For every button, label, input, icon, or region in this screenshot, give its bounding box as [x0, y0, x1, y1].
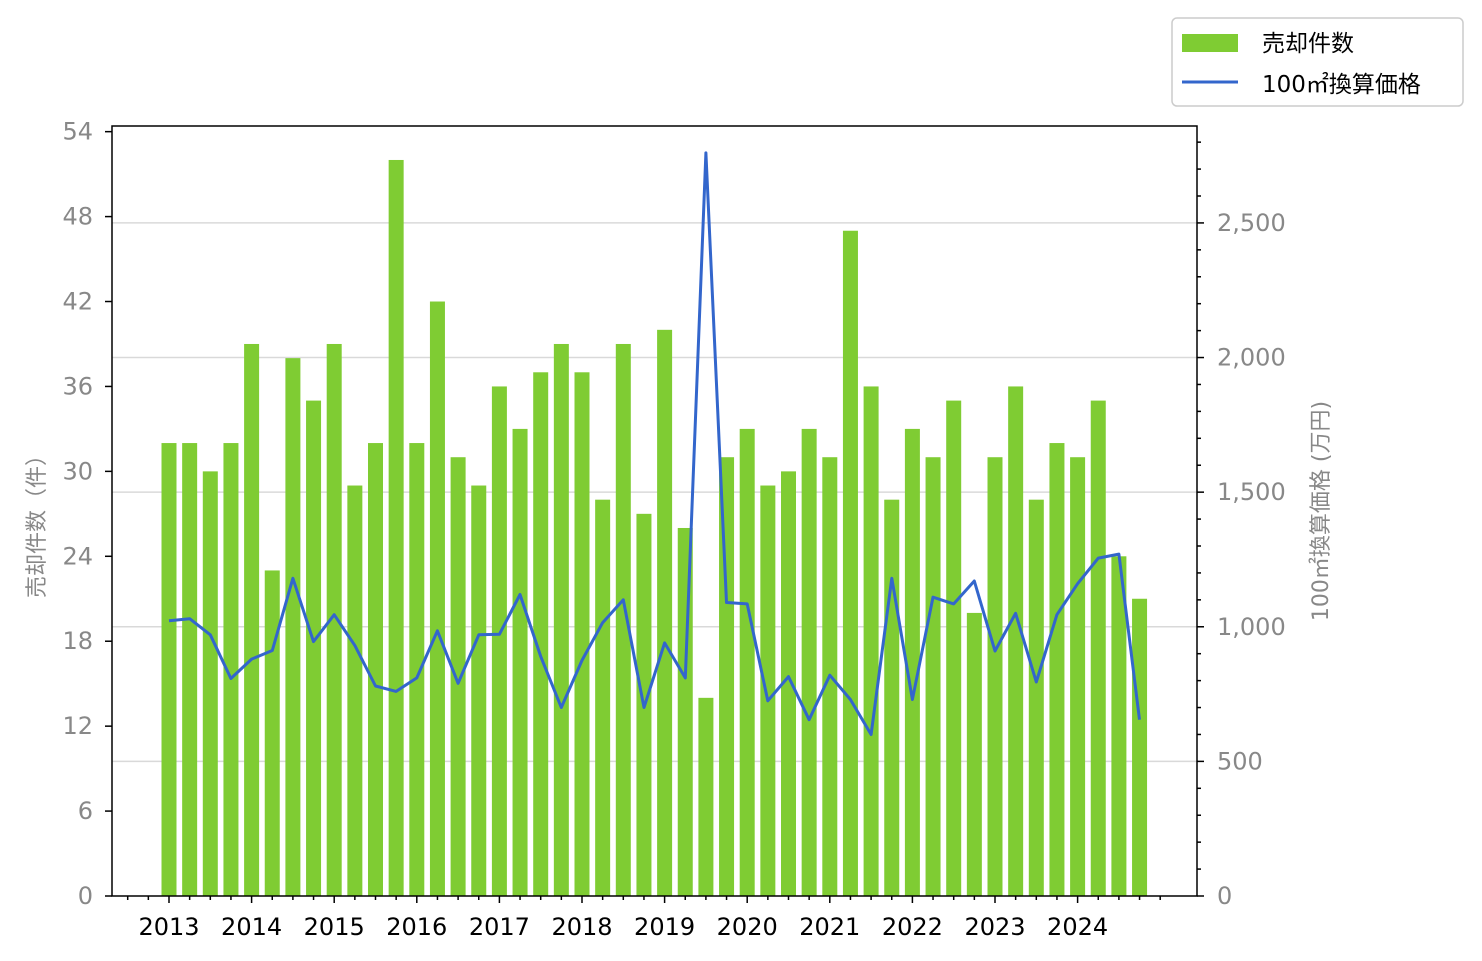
right-tick-label: 2,500 [1217, 209, 1286, 237]
bar [264, 570, 280, 896]
bar [244, 343, 260, 897]
legend-bar-swatch [1182, 34, 1238, 52]
left-axis-title: 売却件数（件） [25, 444, 50, 598]
bar [1049, 443, 1065, 896]
bar [987, 457, 1003, 896]
bar [739, 428, 755, 896]
x-tick-label: 2021 [799, 913, 860, 941]
left-tick-label: 30 [62, 457, 93, 485]
bar [388, 159, 404, 896]
right-tick-label: 1,500 [1217, 478, 1286, 506]
legend: 売却件数 100㎡換算価格 [1171, 17, 1464, 107]
bar [223, 443, 239, 896]
left-tick-label: 54 [62, 118, 93, 146]
bar [182, 443, 198, 896]
bar [553, 343, 569, 897]
bar [1132, 598, 1148, 896]
left-tick-label: 18 [62, 627, 93, 655]
bar [471, 485, 487, 896]
bar [925, 457, 941, 896]
bar [368, 443, 383, 896]
bar [842, 230, 858, 896]
bar [491, 386, 507, 896]
right-tick-label: 1,000 [1217, 613, 1286, 641]
bar [595, 499, 611, 896]
right-tick-label: 500 [1217, 747, 1263, 775]
bar [429, 301, 445, 896]
left-tick-label: 36 [62, 372, 93, 400]
x-tick-label: 2024 [1047, 913, 1108, 941]
bar [306, 400, 322, 896]
plot-frame [111, 125, 1198, 897]
left-tick-label: 12 [62, 712, 93, 740]
x-tick-label: 2018 [551, 913, 612, 941]
legend-bar-label: 売却件数 [1262, 31, 1354, 57]
bar [1070, 457, 1086, 896]
x-tick-label: 2015 [304, 913, 365, 941]
x-tick-label: 2020 [717, 913, 778, 941]
bar [946, 400, 962, 896]
bar-series [161, 159, 1148, 897]
legend-line-label: 100㎡換算価格 [1262, 72, 1421, 98]
bar [574, 372, 590, 897]
bar [884, 499, 900, 896]
bar [615, 343, 631, 897]
line-series [168, 151, 1141, 736]
left-tick-label: 48 [62, 203, 93, 231]
bar [533, 372, 549, 897]
bar [450, 457, 466, 896]
x-tick-label: 2019 [634, 913, 695, 941]
bar [760, 485, 776, 896]
x-tick-label: 2014 [221, 913, 282, 941]
bar [801, 428, 817, 896]
bar [719, 457, 735, 896]
x-axis: 2013 2014 2015 2016 2017 2018 2019 2020 2021 2022… [126, 896, 1161, 941]
bar [657, 329, 673, 897]
bar [202, 471, 218, 896]
bar [512, 428, 528, 896]
right-tick-label: 2,000 [1217, 344, 1286, 372]
bar [1008, 386, 1024, 896]
bar [1111, 556, 1127, 896]
bar [347, 485, 363, 896]
bar [161, 443, 177, 896]
bar [285, 358, 301, 897]
right-tick-label: 0 [1217, 882, 1232, 910]
bar [326, 343, 342, 897]
bar [1028, 499, 1044, 896]
bar [863, 386, 879, 896]
legend-box [1171, 17, 1464, 107]
price-line [168, 151, 1141, 736]
right-axis-title: 100㎡換算価格 (万円) [1308, 401, 1334, 621]
bar [1090, 400, 1106, 896]
x-tick-label: 2016 [386, 913, 447, 941]
x-tick-label: 2022 [882, 913, 943, 941]
left-tick-label: 0 [78, 882, 93, 910]
x-tick-label: 2013 [138, 913, 199, 941]
left-tick-label: 42 [62, 288, 93, 316]
left-axis: 0 6 12 18 24 30 36 42 48 54 [62, 118, 112, 910]
x-tick-label: 2023 [964, 913, 1025, 941]
right-axis: 0 500 1,000 1,500 2,000 2,500 [1197, 141, 1286, 910]
bar [409, 443, 425, 896]
bar [966, 612, 982, 896]
bar [698, 697, 714, 896]
left-tick-label: 24 [62, 542, 93, 570]
x-tick-label: 2017 [469, 913, 530, 941]
bar [781, 471, 796, 896]
left-tick-label: 6 [78, 797, 93, 825]
bar [904, 428, 920, 896]
